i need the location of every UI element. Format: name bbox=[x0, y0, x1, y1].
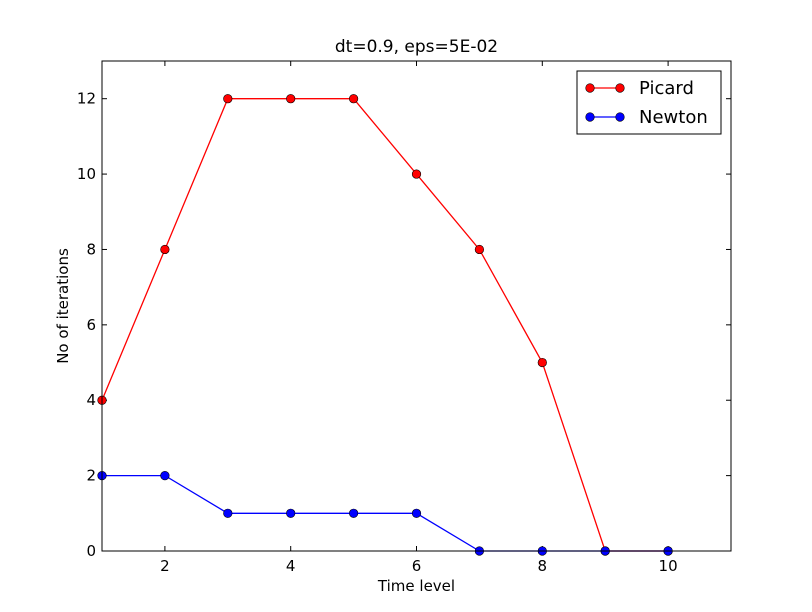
data-point-newton bbox=[411, 508, 422, 518]
legend-marker-picard bbox=[615, 83, 625, 93]
y-axis-label: No of iterations bbox=[54, 248, 72, 364]
y-tick-label: 10 bbox=[77, 165, 96, 183]
x-tick-label: 6 bbox=[412, 557, 422, 575]
data-point-picard bbox=[223, 94, 233, 104]
x-tick-label: 10 bbox=[659, 557, 678, 575]
data-point-newton bbox=[160, 471, 170, 481]
legend-marker-picard bbox=[585, 83, 595, 93]
y-tick-label: 2 bbox=[86, 467, 96, 485]
series-line-picard bbox=[101, 98, 669, 552]
x-tick-label: 4 bbox=[286, 557, 296, 575]
data-point-newton bbox=[286, 508, 296, 518]
legend: Picard Newton bbox=[576, 70, 722, 135]
data-point-picard bbox=[537, 357, 547, 368]
y-tick-label: 8 bbox=[86, 240, 96, 258]
legend-marker-newton bbox=[585, 112, 595, 122]
data-point-picard bbox=[474, 244, 485, 255]
y-tick-label: 4 bbox=[86, 391, 96, 409]
data-point-newton bbox=[349, 508, 359, 518]
plot-frame bbox=[101, 60, 732, 552]
legend-label-picard: Picard bbox=[639, 78, 694, 99]
x-axis-label: Time level bbox=[377, 577, 455, 595]
legend-box bbox=[576, 70, 722, 135]
data-point-picard bbox=[411, 169, 422, 179]
x-tick-label: 8 bbox=[538, 557, 548, 575]
data-point-picard bbox=[160, 244, 170, 255]
data-point-newton bbox=[223, 508, 233, 518]
y-tick-label: 0 bbox=[86, 542, 96, 560]
x-tick-label: 2 bbox=[160, 557, 170, 575]
y-tick-label: 12 bbox=[77, 90, 96, 108]
data-point-picard bbox=[286, 94, 296, 104]
y-tick-label: 6 bbox=[86, 316, 96, 334]
legend-label-newton: Newton bbox=[639, 107, 708, 128]
chart-title: dt=0.9, eps=5E-02 bbox=[335, 37, 498, 57]
legend-marker-newton bbox=[615, 112, 625, 122]
data-point-picard bbox=[349, 94, 359, 104]
